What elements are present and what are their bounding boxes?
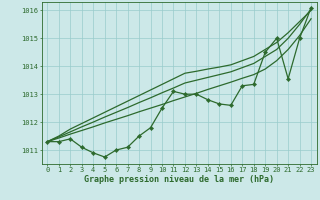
X-axis label: Graphe pression niveau de la mer (hPa): Graphe pression niveau de la mer (hPa) [84,175,274,184]
